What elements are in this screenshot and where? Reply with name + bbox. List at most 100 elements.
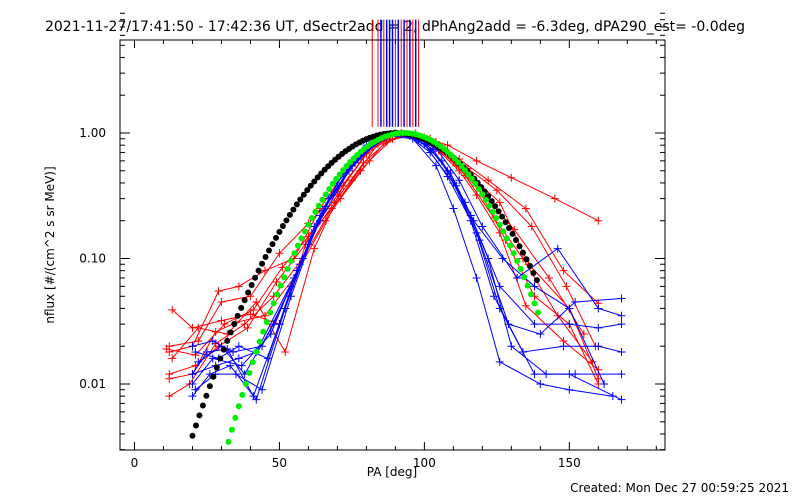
green-model-point [507,242,514,249]
green-model-point [284,265,291,272]
black-model-point [533,277,540,284]
red-data-point [495,198,504,207]
black-model-point [519,249,526,256]
green-model-point [288,257,295,264]
black-model-point [217,355,224,362]
green-model-point [274,291,281,298]
green-model-point [493,215,500,222]
black-model-point [227,329,234,336]
blue-data-point [449,204,458,213]
blue-data-point [289,273,298,282]
green-model-point [242,380,249,387]
black-model-point [245,289,252,296]
x-tick-label: 0 [131,456,139,470]
black-model-point [492,203,499,210]
blue-data-point [559,342,568,351]
black-model-point [297,196,304,203]
green-model-point [298,235,305,242]
red-data-point [168,305,177,314]
black-model-point [300,191,307,198]
red-data-point [550,194,559,203]
red-data-point [162,345,171,354]
green-model-point [260,328,267,335]
green-model-point [472,180,479,187]
blue-data-point [617,294,626,303]
black-model-point [262,254,269,261]
x-axis-label: PA [deg] [367,465,417,479]
black-model-point [255,267,262,274]
y-axis-label: nflux [#/(cm^2 s sr MeV)] [43,166,57,323]
red-data-point [220,320,229,329]
red-data-point [214,287,223,296]
red-data-point [443,141,452,150]
blue-data-point [553,244,562,253]
green-model-point [308,215,315,222]
green-model-point [329,180,336,187]
created-timestamp: Created: Mon Dec 27 00:59:25 2021 [570,481,789,495]
y-tick-label: 0.01 [79,377,106,391]
black-model-point [304,187,311,194]
plot-frame [119,39,666,451]
green-model-point [461,167,468,174]
red-data-point [507,173,516,182]
black-model-point [196,412,203,419]
red-data-point [168,354,177,363]
black-model-point [499,213,506,220]
red-data-point [260,311,269,320]
black-model-point [512,236,519,243]
blue-series-line [195,133,622,391]
blue-data-point [234,342,243,351]
blue-data-point [498,254,507,263]
red-data-point [194,323,203,332]
blue-data-point [202,347,211,356]
green-model-point [458,162,465,169]
green-model-point [479,191,486,198]
black-model-point [220,346,227,353]
black-model-point [286,211,293,218]
green-model-point [524,282,531,289]
blue-data-point [475,236,484,245]
green-model-point [326,185,333,192]
green-model-point [482,196,489,203]
green-model-point [486,202,493,209]
green-model-point [301,228,308,235]
green-model-point [246,369,253,376]
blue-data-point [530,282,539,291]
black-model-point [495,208,502,215]
blue-data-point [495,282,504,291]
blue-data-point [565,320,574,329]
black-model-point [238,304,245,311]
blue-data-point [188,380,197,388]
red-data-point [527,222,536,231]
blue-data-point [472,273,481,282]
blue-series-line [192,135,613,398]
red-data-point [165,370,174,379]
black-model-point [311,178,318,185]
black-model-point [199,402,206,409]
blue-data-point [571,298,580,307]
red-data-point [521,301,530,310]
green-model-point [239,391,246,398]
black-model-point [213,364,220,371]
green-model-point [228,426,235,433]
red-data-point [217,298,226,307]
black-model-point [314,174,321,181]
green-model-point [475,185,482,192]
blue-data-point [507,342,516,351]
green-model-point [496,221,503,228]
green-model-point [253,348,260,355]
black-model-point [259,260,266,267]
black-model-point [526,263,533,270]
y-tick-label: 0.10 [79,252,106,266]
green-model-point [225,438,232,445]
green-model-point [249,359,256,366]
black-model-point [210,373,217,380]
blue-data-point [191,347,200,356]
red-series-line [171,132,593,363]
black-model-point [502,219,509,226]
blue-data-point [536,330,545,339]
red-data-point [365,156,374,165]
red-data-point [194,337,203,346]
green-model-point [503,235,510,242]
green-model-point [500,228,507,235]
